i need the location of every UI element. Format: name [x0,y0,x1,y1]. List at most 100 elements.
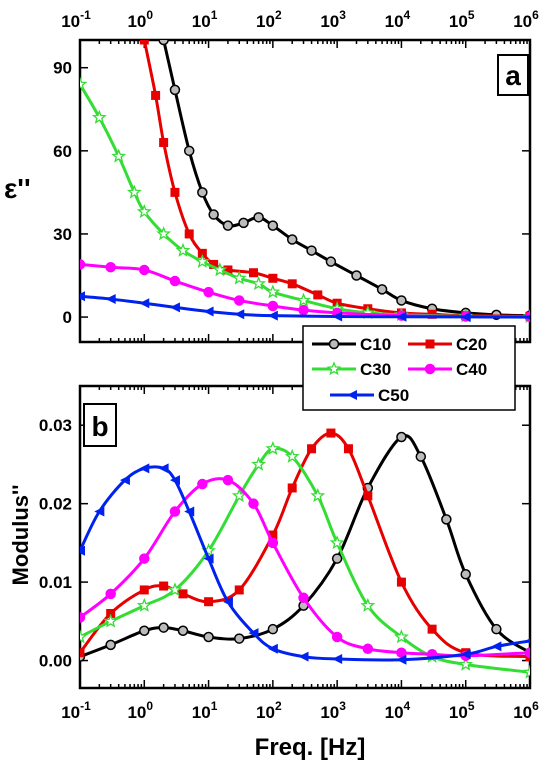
point-c30 [231,270,247,285]
y-tick-label: 60 [53,142,72,161]
point-c10 [197,187,208,198]
point-c50 [460,649,471,660]
point-c10 [267,623,279,635]
point-c50 [139,463,150,474]
x-tick-labels-top: 10-1 100 101 102 103 104 105 106 [61,8,539,31]
y-tick-label: 0.00 [39,652,72,671]
point-c30 [360,597,376,612]
point-c20 [313,290,323,300]
series-line-c10 [162,40,530,318]
x-tick-label: 101 [192,8,218,31]
point-c20 [234,585,244,595]
point-c50 [222,596,233,607]
point-c30 [251,456,266,471]
point-c10 [177,625,189,636]
point-c40 [298,592,309,604]
legend-label-c10: C10 [360,335,391,354]
point-c50 [491,641,502,652]
point-c10 [460,569,471,580]
point-c50 [169,475,180,486]
panel-b-label: b [91,411,108,442]
point-c10 [158,40,169,46]
point-c50 [80,545,85,556]
point-c40 [524,647,530,658]
panel-b-ticks [79,386,531,688]
point-c20 [326,428,336,438]
point-c40 [203,286,214,298]
point-c20 [197,248,207,258]
point-c10 [351,270,362,281]
point-c30 [136,597,152,612]
point-c50 [119,475,130,486]
legend-label-c40: C40 [456,360,487,379]
point-c30 [296,292,311,307]
point-c40 [222,474,234,486]
point-c50 [139,298,150,309]
point-c20 [209,259,219,269]
point-c20 [396,577,406,587]
panel-a-label: a [505,60,521,91]
point-c30 [329,535,345,550]
point-c50 [267,310,278,321]
panel-a-series [80,40,530,324]
point-c20 [139,40,149,45]
point-c10 [183,145,195,157]
point-c30 [126,184,142,199]
legend-label-c20: C20 [456,335,487,354]
point-c10 [376,284,388,295]
point-c30 [111,148,127,163]
point-c40 [139,264,150,276]
point-c40 [139,553,150,564]
point-c30 [167,582,183,597]
point-c50 [332,311,343,322]
point-c30 [458,656,474,671]
point-c20 [170,187,180,197]
point-c10 [267,220,279,231]
point-c50 [396,654,407,665]
point-c10 [169,84,181,96]
y-tick-label: 0.03 [39,416,72,435]
x-tick-label: 10-1 [61,699,91,722]
x-axis-label: Freq. [Hz] [255,734,366,761]
panel-a-label-box: a [497,54,529,96]
panel-b-series [80,428,530,679]
panel-b-label-box: b [83,403,117,447]
point-c40 [267,300,279,312]
point-c30 [522,664,530,679]
point-c10 [325,256,337,267]
point-c10 [491,623,502,635]
point-c30 [310,488,326,503]
point-c40 [362,643,374,655]
point-c30 [265,284,281,299]
point-c30 [231,488,247,503]
point-c50 [184,506,195,517]
y-tick-label: 90 [53,59,72,78]
point-c50 [332,653,343,664]
panel-b-y-axis-label: Modulus'' [8,485,33,586]
point-c10 [331,553,343,564]
point-c20 [80,648,85,658]
point-c40 [105,588,116,600]
x-tick-label: 101 [192,699,218,722]
point-c30 [156,226,172,241]
x-tick-label: 105 [449,699,475,722]
x-tick-label: 103 [320,8,346,31]
point-c20 [151,90,161,100]
point-c50 [169,302,180,313]
point-c40 [396,647,407,658]
y-tick-label: 30 [53,225,72,244]
y-tick-label: 0.02 [39,495,72,514]
point-c40 [233,295,245,306]
point-c30 [251,276,266,291]
point-c10 [105,639,116,651]
panel-b-frame [78,384,532,690]
point-c50 [460,311,471,322]
series-line-c20 [142,40,530,318]
point-c20 [249,268,259,278]
point-c10 [222,220,234,231]
point-c10 [396,431,407,443]
point-c10 [441,514,452,525]
point-c20 [287,279,297,289]
